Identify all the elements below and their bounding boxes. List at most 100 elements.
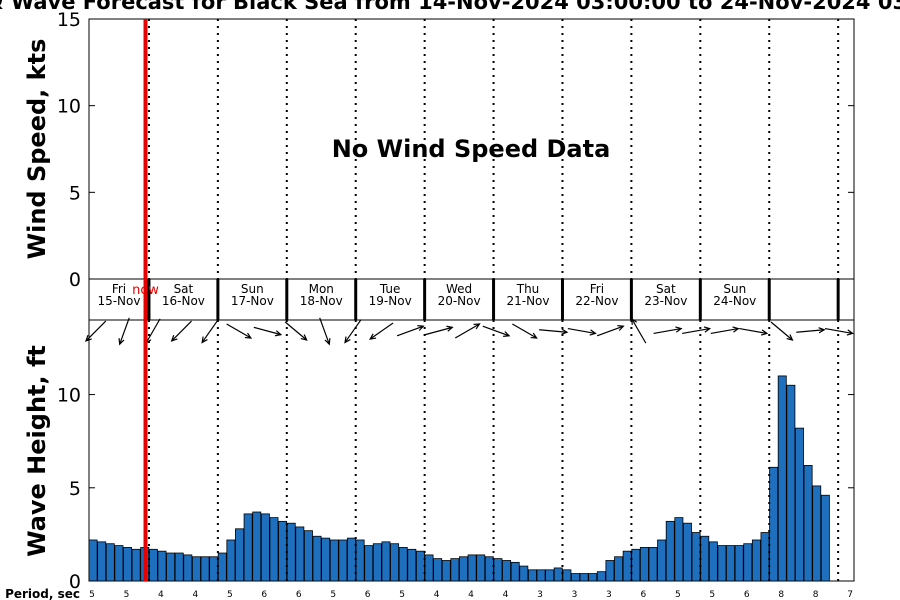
wave-bar [174,552,184,582]
wave-bar [734,545,744,582]
period-value: 8 [778,590,784,600]
wave-bar [321,537,331,582]
wave-direction-arrow [482,325,511,337]
wave-bar [562,569,572,582]
wave-bar [510,561,520,582]
wave-bar [166,552,176,582]
wave-bar [364,545,374,582]
wave-y-tick-label: 0 [69,571,81,593]
day-name-label: Sun [241,282,264,296]
wave-y-axis-label: Wave Height, ft [23,345,51,557]
wave-bar [683,522,692,582]
day-date-label: 21-Nov [506,294,549,308]
period-value: 3 [537,590,543,600]
wave-bar [209,556,219,582]
period-value: 4 [434,590,440,600]
period-value: 4 [503,590,509,600]
period-value: 4 [158,590,164,600]
period-value: 5 [89,590,95,600]
wave-bar [286,522,296,582]
wave-direction-arrow [596,325,625,337]
wave-bar [105,543,115,582]
wave-bar [88,539,98,582]
wave-direction-arrow [145,318,161,345]
period-value: 8 [813,590,819,600]
wave-bar [260,513,270,582]
wave-bar [717,545,727,582]
period-value: 6 [296,590,302,600]
wave-bar [527,569,537,582]
period-value: 6 [365,590,371,600]
wave-direction-arrow [796,327,826,334]
wind-y-tick-label: 0 [69,269,81,291]
wind-plot-frame [88,18,855,280]
wave-bar [605,560,615,582]
wave-plot-frame [88,319,855,582]
day-date-label: 16-Nov [162,294,205,308]
wave-bar [657,539,667,582]
period-value: 5 [709,590,715,600]
day-date-label: 23-Nov [644,294,687,308]
wave-bar [769,466,779,582]
wave-bar [114,545,124,582]
chart-title: Wind & Wave Forecast for Black Sea from … [0,0,900,14]
wave-bar [545,569,555,582]
wave-bar [536,569,546,582]
wave-direction-arrow [118,317,130,346]
day-gridlines [147,19,840,581]
day-date-label: 24-Nov [713,294,756,308]
period-value: 5 [675,590,681,600]
period-value: 6 [261,590,267,600]
wave-y-ticks: 0 5 10 [57,385,854,593]
wave-direction-arrow [454,323,481,339]
period-value: 4 [193,590,199,600]
wave-direction-arrow [170,320,192,342]
period-value: 6 [744,590,750,600]
wave-bar [390,543,400,582]
wave-bar [407,548,417,582]
wave-y-tick-label: 10 [57,385,81,407]
wave-bar [579,573,589,582]
wave-bar [269,517,279,582]
day-date-label: 20-Nov [438,294,481,308]
wave-bar [433,558,443,582]
wave-bar [631,548,641,582]
day-name-label: Wed [446,282,472,296]
wave-bar [812,485,822,582]
wave-bar [398,547,408,582]
wave-direction-arrow [653,326,683,335]
wave-bar [476,554,486,582]
period-value: 7 [847,590,853,600]
wave-bar [295,526,305,582]
wave-bar [372,543,382,582]
day-name-label: Fri [112,282,126,296]
wave-bar [157,550,167,582]
period-value: 5 [124,590,130,600]
wave-bar [639,547,649,582]
wave-bar [803,465,813,582]
day-name-label: Sat [174,282,194,296]
day-name-label: Mon [309,282,334,296]
wave-bar [441,560,451,582]
wave-y-tick-label: 5 [69,478,81,500]
wave-bar [424,554,434,582]
wave-direction-arrow [344,319,362,344]
day-name-label: Thu [516,282,540,296]
period-label: Period, sec [5,587,80,600]
wave-bar [502,560,512,582]
wave-direction-arrow [770,321,794,341]
wave-bar [131,548,141,582]
day-date-label: 22-Nov [575,294,618,308]
period-value: 6 [640,590,646,600]
day-name-label: Fri [590,282,604,296]
wave-bar [743,543,753,582]
wave-bar [786,384,796,582]
wave-bar [312,535,322,582]
wave-direction-arrow [539,328,569,335]
wave-bar [450,558,460,582]
wave-bar [226,539,236,582]
wave-bar [760,532,770,582]
wave-bar [191,556,201,582]
wave-bar [381,541,391,582]
day-name-label: Tue [379,282,401,296]
